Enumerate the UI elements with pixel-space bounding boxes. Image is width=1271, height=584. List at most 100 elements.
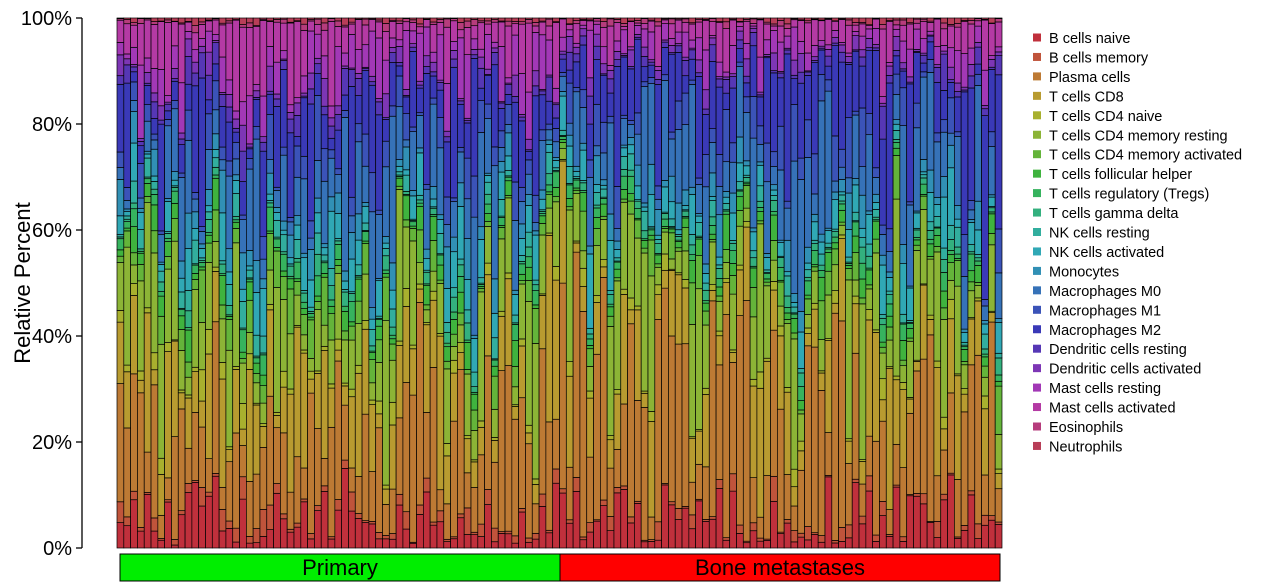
bar-segment (933, 235, 942, 247)
bar-segment (143, 202, 152, 309)
bar-segment (450, 359, 458, 374)
bar-segment (130, 64, 138, 68)
bar-segment (913, 250, 921, 361)
bar-segment (913, 239, 921, 246)
bar-segment (647, 516, 656, 540)
bar-segment (885, 277, 894, 292)
bar-segment (790, 530, 799, 543)
bar-segment (382, 320, 390, 486)
bar-segment (981, 19, 989, 71)
bar-segment (593, 103, 601, 147)
bar-segment (994, 488, 1003, 523)
bar-segment (742, 82, 751, 98)
legend-swatch (1033, 33, 1041, 42)
bar-segment (491, 527, 499, 543)
bar-segment (817, 339, 826, 372)
bar-segment (926, 319, 935, 336)
bar-segment (926, 35, 935, 43)
bar-segment (293, 281, 302, 296)
bar-segment (123, 53, 131, 60)
bar-segment (538, 348, 547, 495)
bar-segment (531, 22, 540, 27)
bar-segment (688, 282, 697, 325)
bar-segment (484, 355, 492, 490)
bar-segment (246, 542, 254, 549)
bar-segment (436, 333, 445, 337)
legend-item: Mast cells activated (1033, 401, 1176, 417)
bar-segment (586, 348, 594, 367)
bar-segment (280, 60, 288, 70)
bar-segment (130, 180, 138, 204)
bar-segment (559, 50, 567, 55)
bar-segment (953, 17, 962, 24)
bar-segment (402, 219, 411, 228)
bar-segment (947, 279, 955, 300)
sample-bar (695, 17, 703, 549)
bar-segment (654, 266, 662, 286)
bar-segment (239, 219, 247, 254)
bar-segment (457, 352, 465, 370)
bar-segment (177, 23, 186, 84)
bar-segment (354, 49, 363, 74)
bar-segment (674, 17, 683, 20)
bar-segment (913, 495, 921, 549)
bar-segment (940, 119, 948, 133)
sample-bar (974, 17, 982, 549)
bar-segment (947, 17, 955, 25)
bar-segment (123, 246, 131, 366)
bar-segment (606, 306, 615, 317)
bar-segment (273, 287, 281, 413)
bar-segment (627, 516, 635, 524)
bar-segment (967, 244, 976, 253)
bar-segment (919, 18, 928, 22)
bar-segment (375, 318, 383, 327)
bar-segment (436, 233, 445, 255)
bar-segment (994, 318, 1003, 323)
bar-segment (211, 109, 220, 135)
bar-segment (130, 264, 138, 284)
bar-segment (239, 214, 247, 220)
bar-segment (599, 26, 608, 48)
bar-segment (198, 226, 206, 232)
bar-segment (429, 23, 438, 53)
bar-segment (654, 84, 662, 187)
bar-segment (375, 400, 383, 415)
bar-segment (416, 199, 424, 204)
bar-segment (266, 309, 274, 397)
sample-bar (681, 17, 690, 549)
bar-segment (559, 75, 567, 92)
bar-segment (858, 278, 867, 299)
bar-segment (388, 289, 397, 310)
bar-segment (634, 208, 642, 219)
bar-segment (790, 332, 799, 340)
bar-segment (817, 276, 826, 302)
bar-segment (320, 273, 329, 278)
bar-segment (545, 144, 554, 153)
bar-segment (885, 251, 894, 273)
bar-segment (334, 129, 343, 170)
bar-segment (198, 426, 206, 488)
bar-segment (436, 335, 445, 491)
bar-segment (634, 34, 642, 38)
bar-segment (402, 528, 411, 549)
bar-segment (252, 17, 261, 26)
bar-segment (184, 327, 193, 331)
bar-segment (225, 349, 234, 448)
bar-segment (123, 221, 131, 229)
bar-segment (314, 232, 322, 255)
bar-segment (198, 505, 206, 549)
bar-segment (463, 20, 472, 28)
bar-segment (599, 499, 608, 506)
bar-segment (143, 19, 152, 59)
bar-segment (613, 186, 622, 229)
bar-segment (586, 123, 594, 161)
legend-swatch (1033, 52, 1041, 61)
bar-segment (293, 258, 302, 263)
bar-segment (314, 95, 322, 161)
bar-segment (940, 131, 948, 177)
bar-segment (443, 246, 451, 289)
bar-segment (436, 117, 445, 149)
bar-segment (388, 343, 397, 361)
sample-bar (320, 17, 329, 549)
bar-segment (838, 200, 846, 205)
